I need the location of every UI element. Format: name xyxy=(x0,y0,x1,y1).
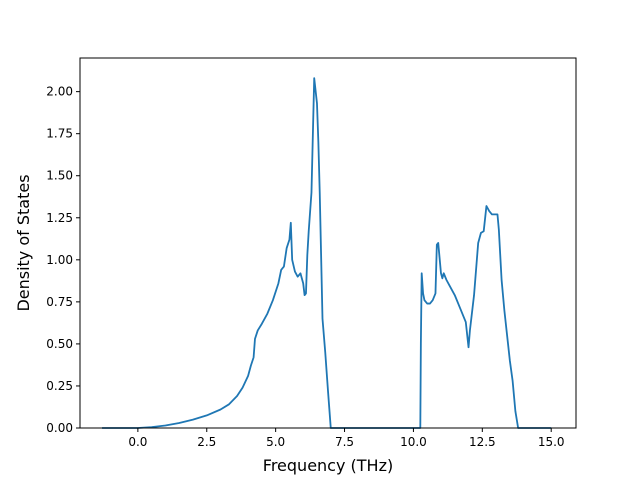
x-tick-label: 5.0 xyxy=(266,435,285,449)
y-tick-label: 1.50 xyxy=(46,169,73,183)
y-tick-label: 1.00 xyxy=(46,253,73,267)
x-axis-ticks: 0.0 2.5 5.0 7.5 10.0 12.5 15.0 xyxy=(128,428,565,449)
plot-frame xyxy=(79,57,577,429)
y-tick-label: 0.50 xyxy=(46,337,73,351)
plot-background xyxy=(80,58,576,428)
x-tick-label: 7.5 xyxy=(335,435,354,449)
x-tick-label: 15.0 xyxy=(538,435,565,449)
y-tick-label: 0.00 xyxy=(46,421,73,435)
y-tick-label: 1.25 xyxy=(46,211,73,225)
x-tick-label: 10.0 xyxy=(400,435,427,449)
y-axis-ticks: 0.00 0.25 0.50 0.75 1.00 1.25 1.50 1.75 2.00 xyxy=(46,85,80,435)
y-tick-label: 2.00 xyxy=(46,85,73,99)
x-tick-label: 0.0 xyxy=(128,435,147,449)
y-tick-label: 0.25 xyxy=(46,379,73,393)
y-tick-label: 1.75 xyxy=(46,127,73,141)
x-axis-label: Frequency (THz) xyxy=(263,456,393,475)
y-tick-label: 0.75 xyxy=(46,295,73,309)
x-tick-label: 2.5 xyxy=(197,435,216,449)
y-axis-label: Density of States xyxy=(14,174,33,311)
x-tick-label: 12.5 xyxy=(469,435,496,449)
